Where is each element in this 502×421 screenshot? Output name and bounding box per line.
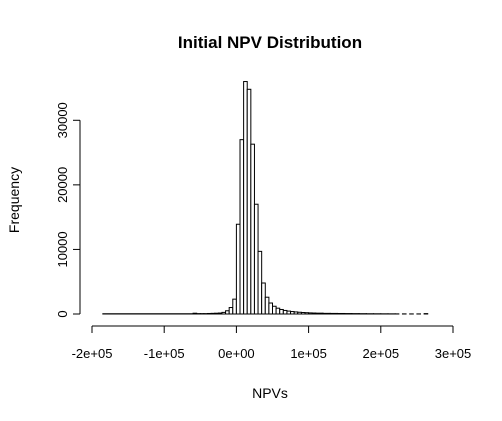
histogram-bar <box>269 303 273 314</box>
histogram-bar <box>251 144 255 314</box>
x-tick-label: 2e+05 <box>363 346 400 361</box>
histogram-bar <box>262 283 266 314</box>
y-tick-label: 0 <box>55 310 70 317</box>
histogram-bar <box>312 313 316 314</box>
y-tick-label: 30000 <box>55 102 70 138</box>
y-tick-label: 10000 <box>55 231 70 267</box>
histogram-bar <box>294 312 298 314</box>
x-axis: -2e+05 -1e+05 0e+00 1e+05 2e+05 3e+05 <box>72 326 472 361</box>
y-tick-label: 20000 <box>55 167 70 203</box>
histogram-bar <box>233 299 237 314</box>
histogram-bar <box>287 311 291 314</box>
histogram-bar <box>291 312 295 314</box>
y-axis: 0 10000 20000 30000 <box>55 102 80 317</box>
histogram-bar <box>215 313 219 314</box>
histogram-bar <box>305 313 309 314</box>
histogram-bar <box>218 313 222 314</box>
histogram-bar <box>276 308 280 314</box>
histogram-bar <box>211 313 215 314</box>
histogram-bar <box>208 313 212 314</box>
histogram-bar <box>337 313 344 314</box>
histogram-bar <box>273 306 277 314</box>
histogram-bar <box>280 309 284 314</box>
x-tick-label: -1e+05 <box>144 346 185 361</box>
histogram-bar <box>323 313 330 314</box>
histogram-bar <box>283 310 287 314</box>
histogram-bar <box>309 313 313 314</box>
histogram-bar <box>301 313 305 314</box>
histogram-bar <box>298 312 302 314</box>
chart-title: Initial NPV Distribution <box>178 33 362 52</box>
histogram-bars <box>103 82 428 314</box>
histogram-bar <box>330 313 337 314</box>
histogram-bar <box>236 224 240 314</box>
histogram-bar <box>316 313 323 314</box>
histogram-bar <box>226 311 230 314</box>
histogram-bar <box>258 251 262 314</box>
x-tick-label: 3e+05 <box>435 346 472 361</box>
histogram-bar <box>229 308 233 314</box>
x-axis-label: NPVs <box>252 385 288 401</box>
x-tick-label: 1e+05 <box>290 346 327 361</box>
x-tick-label: -2e+05 <box>72 346 113 361</box>
x-tick-label: 0e+00 <box>218 346 255 361</box>
histogram-bar <box>265 297 269 314</box>
histogram-bar <box>222 312 226 314</box>
histogram-bar <box>240 140 244 314</box>
histogram-bar <box>193 313 197 314</box>
histogram-bar <box>244 82 248 314</box>
histogram-bar <box>247 89 251 314</box>
histogram-bar <box>254 204 258 314</box>
y-axis-label: Frequency <box>6 167 22 233</box>
